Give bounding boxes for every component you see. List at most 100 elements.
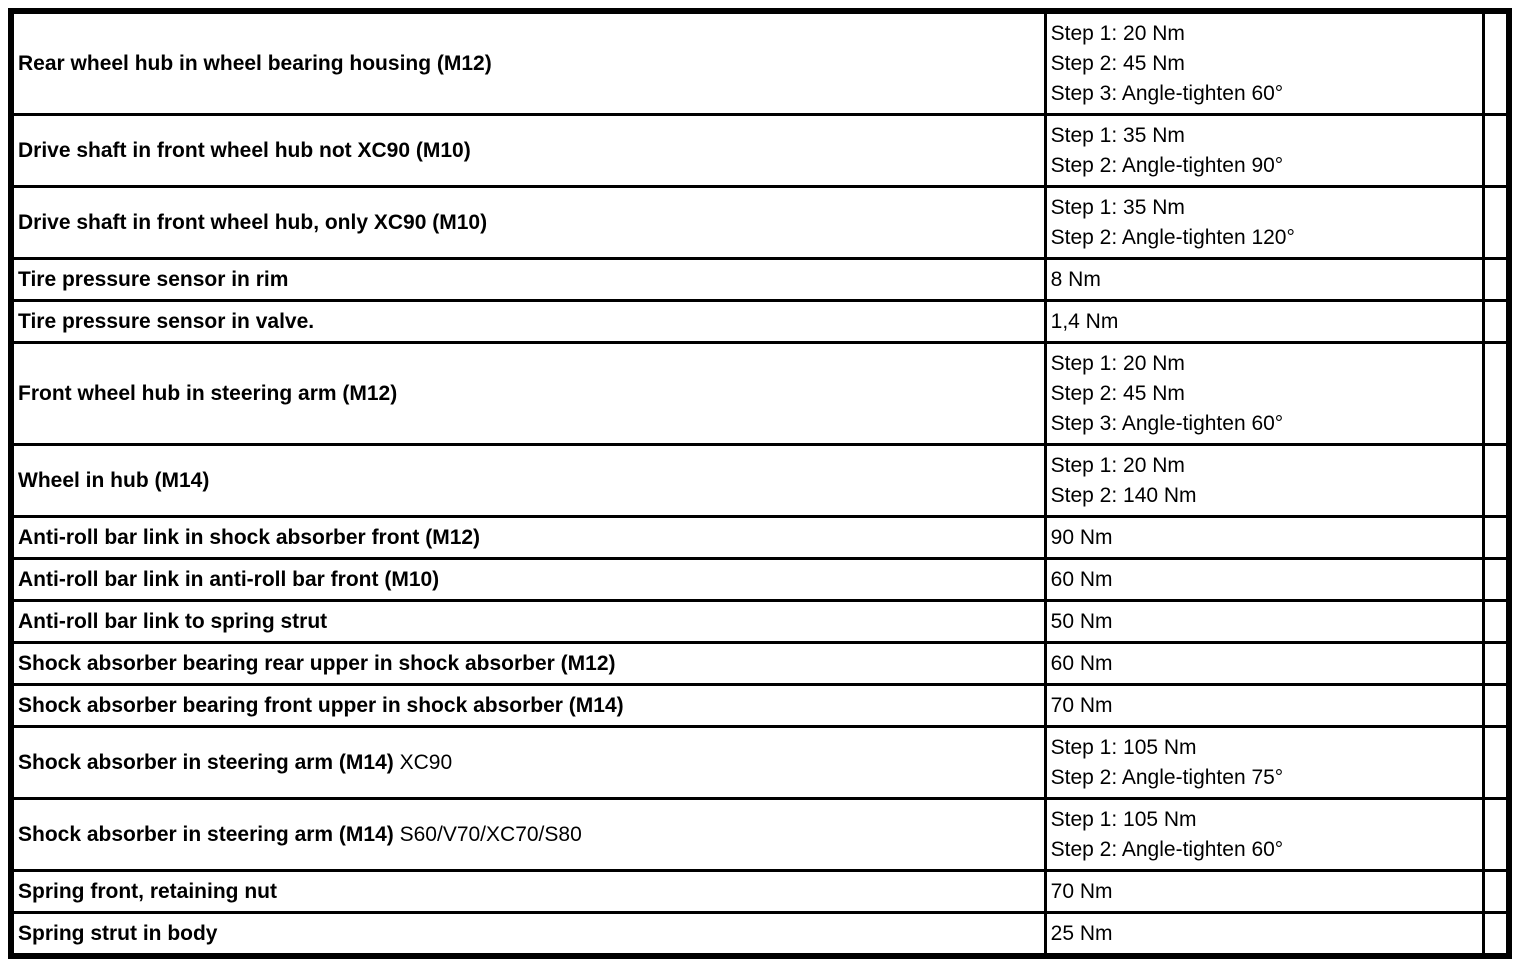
torque-spec-table: Rear wheel hub in wheel bearing housing …: [8, 8, 1512, 959]
torque-line: 60 Nm: [1050, 568, 1113, 591]
item-label: Anti-roll bar link in anti-roll bar fron…: [18, 568, 440, 591]
torque-line: Step 2: Angle-tighten 120°: [1050, 226, 1295, 249]
item-label: Shock absorber bearing front upper in sh…: [18, 694, 624, 717]
item-cell: Anti-roll bar link in shock absorber fro…: [9, 515, 1047, 560]
end-cell: [1482, 299, 1511, 344]
item-label: Anti-roll bar link in shock absorber fro…: [18, 526, 481, 549]
torque-line: Step 3: Angle-tighten 60°: [1050, 82, 1284, 105]
torque-line: Step 3: Angle-tighten 60°: [1050, 412, 1284, 435]
item-cell: Drive shaft in front wheel hub, only XC9…: [9, 185, 1047, 260]
table-row: Shock absorber in steering arm (M14) XC9…: [9, 725, 1511, 800]
table-row: Anti-roll bar link in shock absorber fro…: [9, 515, 1511, 560]
torque-cell: Step 1: 105 Nm Step 2: Angle-tighten 60°: [1043, 797, 1486, 872]
item-label: Drive shaft in front wheel hub, only XC9…: [18, 211, 488, 234]
end-cell: [1482, 683, 1511, 728]
torque-line: Step 2: 45 Nm: [1050, 52, 1185, 75]
item-cell: Anti-roll bar link to spring strut: [9, 599, 1047, 644]
item-cell: Shock absorber bearing rear upper in sho…: [9, 641, 1047, 686]
table-row: Spring strut in body 25 Nm: [9, 911, 1511, 958]
torque-cell: 90 Nm: [1043, 515, 1486, 560]
torque-line: 60 Nm: [1050, 652, 1113, 675]
torque-line: 8 Nm: [1050, 268, 1101, 291]
item-cell: Tire pressure sensor in valve.: [9, 299, 1047, 344]
torque-cell: 70 Nm: [1043, 869, 1486, 914]
torque-line: 70 Nm: [1050, 694, 1113, 717]
torque-line: 90 Nm: [1050, 526, 1113, 549]
torque-line: Step 1: 105 Nm: [1050, 808, 1197, 831]
end-cell: [1482, 557, 1511, 602]
item-label: Front wheel hub in steering arm (M12): [18, 382, 398, 405]
torque-line: 70 Nm: [1050, 880, 1113, 903]
torque-line: Step 2: Angle-tighten 60°: [1050, 838, 1284, 861]
item-label: Spring front, retaining nut: [18, 880, 277, 903]
table-row: Drive shaft in front wheel hub not XC90 …: [9, 113, 1511, 188]
table-row: Shock absorber bearing rear upper in sho…: [9, 641, 1511, 686]
table-row: Drive shaft in front wheel hub, only XC9…: [9, 185, 1511, 260]
table-row: Tire pressure sensor in rim 8 Nm: [9, 257, 1511, 302]
end-cell: [1482, 443, 1511, 518]
torque-line: Step 1: 35 Nm: [1050, 196, 1185, 219]
table-row: Anti-roll bar link to spring strut 50 Nm: [9, 599, 1511, 644]
item-suffix: XC90: [393, 751, 453, 774]
torque-cell: 25 Nm: [1043, 911, 1486, 958]
torque-cell: 70 Nm: [1043, 683, 1486, 728]
torque-cell: Step 1: 20 Nm Step 2: 140 Nm: [1043, 443, 1486, 518]
torque-line: Step 1: 35 Nm: [1050, 124, 1185, 147]
torque-cell: 60 Nm: [1043, 557, 1486, 602]
torque-cell: 60 Nm: [1043, 641, 1486, 686]
item-cell: Drive shaft in front wheel hub not XC90 …: [9, 113, 1047, 188]
item-cell: Spring front, retaining nut: [9, 869, 1047, 914]
end-cell: [1482, 341, 1511, 446]
table-row: Rear wheel hub in wheel bearing housing …: [9, 9, 1511, 116]
torque-line: Step 1: 20 Nm: [1050, 22, 1185, 45]
table-row: Anti-roll bar link in anti-roll bar fron…: [9, 557, 1511, 602]
table-row: Shock absorber in steering arm (M14) S60…: [9, 797, 1511, 872]
end-cell: [1482, 515, 1511, 560]
end-cell: [1482, 9, 1511, 116]
item-cell: Shock absorber in steering arm (M14) S60…: [9, 797, 1047, 872]
item-suffix: S60/V70/XC70/S80: [393, 823, 582, 846]
torque-line: Step 2: 45 Nm: [1050, 382, 1185, 405]
item-cell: Spring strut in body: [9, 911, 1047, 958]
item-label: Spring strut in body: [18, 922, 218, 945]
table-row: Front wheel hub in steering arm (M12) St…: [9, 341, 1511, 446]
torque-line: Step 2: 140 Nm: [1050, 484, 1197, 507]
torque-line: 1,4 Nm: [1050, 310, 1119, 333]
item-label: Shock absorber bearing rear upper in sho…: [18, 652, 616, 675]
torque-cell: 1,4 Nm: [1043, 299, 1486, 344]
torque-cell: Step 1: 105 Nm Step 2: Angle-tighten 75°: [1043, 725, 1486, 800]
torque-cell: 50 Nm: [1043, 599, 1486, 644]
end-cell: [1482, 599, 1511, 644]
torque-line: Step 1: 20 Nm: [1050, 352, 1185, 375]
table-row: Wheel in hub (M14) Step 1: 20 Nm Step 2: …: [9, 443, 1511, 518]
item-cell: Anti-roll bar link in anti-roll bar fron…: [9, 557, 1047, 602]
item-label: Tire pressure sensor in rim: [18, 268, 289, 291]
item-cell: Shock absorber in steering arm (M14) XC9…: [9, 725, 1047, 800]
torque-line: 25 Nm: [1050, 922, 1113, 945]
torque-cell: Step 1: 20 Nm Step 2: 45 Nm Step 3: Angle-…: [1043, 9, 1486, 116]
item-label: Shock absorber in steering arm (M14): [18, 823, 394, 846]
item-label: Drive shaft in front wheel hub not XC90 …: [18, 139, 471, 162]
item-cell: Shock absorber bearing front upper in sh…: [9, 683, 1047, 728]
table-row: Tire pressure sensor in valve. 1,4 Nm: [9, 299, 1511, 344]
torque-cell: Step 1: 35 Nm Step 2: Angle-tighten 90°: [1043, 113, 1486, 188]
item-label: Shock absorber in steering arm (M14): [18, 751, 394, 774]
item-cell: Front wheel hub in steering arm (M12): [9, 341, 1047, 446]
end-cell: [1482, 641, 1511, 686]
item-label: Rear wheel hub in wheel bearing housing …: [18, 52, 492, 75]
end-cell: [1482, 725, 1511, 800]
item-cell: Wheel in hub (M14): [9, 443, 1047, 518]
table-row: Spring front, retaining nut 70 Nm: [9, 869, 1511, 914]
item-label: Wheel in hub (M14): [18, 469, 210, 492]
torque-line: Step 2: Angle-tighten 90°: [1050, 154, 1284, 177]
item-cell: Tire pressure sensor in rim: [9, 257, 1047, 302]
end-cell: [1482, 911, 1511, 958]
torque-cell: Step 1: 20 Nm Step 2: 45 Nm Step 3: Angle-…: [1043, 341, 1486, 446]
torque-line: Step 1: 20 Nm: [1050, 454, 1185, 477]
torque-cell: Step 1: 35 Nm Step 2: Angle-tighten 120°: [1043, 185, 1486, 260]
torque-line: 50 Nm: [1050, 610, 1113, 633]
end-cell: [1482, 869, 1511, 914]
torque-line: Step 1: 105 Nm: [1050, 736, 1197, 759]
item-label: Anti-roll bar link to spring strut: [18, 610, 328, 633]
item-cell: Rear wheel hub in wheel bearing housing …: [9, 9, 1047, 116]
